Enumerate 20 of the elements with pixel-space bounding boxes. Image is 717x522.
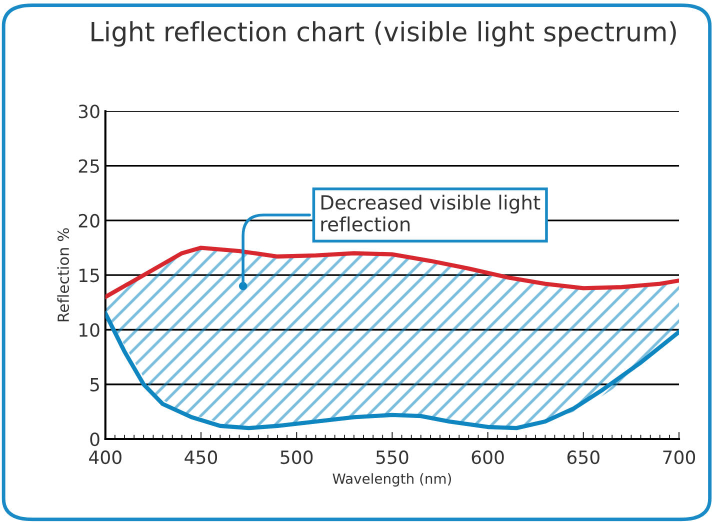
x-tick-label: 550 (376, 450, 408, 464)
line-series (105, 246, 679, 300)
y-tick-label: 25 (78, 159, 99, 173)
y-tick-label: 5 (90, 378, 99, 392)
y-tick-label: 15 (80, 268, 99, 282)
y-tick-label: 30 (78, 104, 100, 118)
x-tick-label: 650 (567, 450, 600, 464)
x-tick-label: 450 (184, 450, 218, 464)
line-series (105, 311, 679, 430)
annotation: Decreased visible light reflection (321, 194, 540, 232)
y-axis-title: Reflection % (57, 228, 70, 322)
x-tick-label: 500 (280, 450, 313, 464)
x-tick-label: 700 (663, 450, 696, 464)
y-tick-label: 20 (78, 214, 100, 228)
y-tick-label: 10 (80, 323, 100, 337)
y-tick-label: 0 (90, 432, 100, 446)
x-tick-label: 400 (89, 450, 122, 464)
x-axis-title: Wavelength (nm) (332, 473, 451, 487)
chart-title: Light reflection chart (visible light spectrum) (92, 21, 676, 47)
x-tick-label: 600 (472, 450, 504, 464)
